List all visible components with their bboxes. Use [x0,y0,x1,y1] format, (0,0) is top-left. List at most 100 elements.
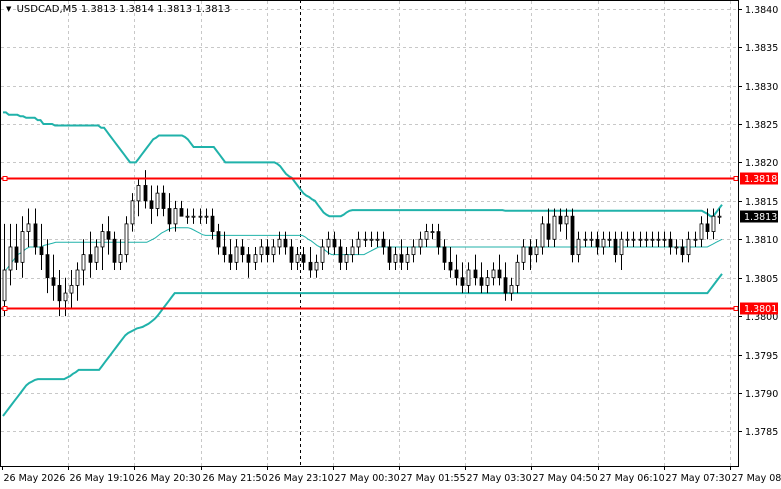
candle-body-bearish [167,208,172,225]
candle [375,231,380,247]
candle [222,231,227,263]
candle [69,270,74,309]
time-axis[interactable]: 26 May 2026 26 May 19:10 26 May 20:30 26 Ma… [2,466,781,484]
symbol-timeframe: USDCAD,M5 [16,4,78,15]
candle [45,239,50,294]
x-tick-label: 27 May 00:30 [335,473,400,484]
x-tick-label: 26 May 20:30 [136,473,201,484]
candle-body-bearish [14,246,19,263]
candle-body-bullish [650,238,655,241]
candle-body-bullish [674,246,679,249]
candle [173,200,178,232]
candle-body-bullish [583,238,588,241]
triangle-down-icon[interactable]: ▼ [6,5,12,13]
candle [161,185,166,217]
candle-body-bearish [240,246,245,256]
candle [503,262,508,301]
candle-body-bullish [430,231,435,233]
current-price-label: 1.3813 [744,212,777,223]
candle-body-bullish [601,238,606,248]
y-tick-label: 1.3820 [745,158,778,169]
candle-body-bullish [424,231,429,240]
candle-body-bullish [69,284,74,294]
candle [118,239,123,271]
candle [430,223,435,240]
candle [485,270,490,294]
candle-body-bearish [338,246,343,263]
price-badges: 1.3818 1.3801 1.3813 [740,172,778,315]
candle-body-bullish [173,208,178,225]
candle-body-bullish [63,292,68,302]
candle-body-bearish [503,277,508,294]
candle [595,231,600,255]
candle [601,231,606,255]
candle-body-bullish [375,238,380,241]
candle [686,231,691,263]
candle [528,239,533,271]
x-tick-label: 27 May 04:50 [533,473,598,484]
candle [51,254,56,301]
candle-body-bullish [118,254,123,263]
candle-body-bullish [564,215,569,225]
candle [143,170,148,209]
level-anchor-left[interactable] [2,176,8,181]
candle [454,254,459,286]
candle-body-bullish [540,223,545,248]
candle-body-bullish [576,238,581,256]
candle [693,231,698,247]
level-anchor-right[interactable] [733,176,739,181]
y-tick-label: 1.3835 [745,43,778,54]
candle-body-bearish [216,231,221,248]
candle [167,193,172,232]
price-axis[interactable]: 1.38401.38351.38301.38251.38201.38151.38… [738,5,778,438]
x-tick-label: 27 May 03:30 [467,473,532,484]
candle-body-bullish [363,238,368,241]
candle [546,208,551,247]
candle-body-bearish [613,238,618,256]
candle [100,223,105,271]
candle [63,277,68,317]
candle-body-bearish [460,277,465,286]
candle [130,193,135,232]
candle-body-bearish [265,246,270,256]
candle [234,239,239,271]
x-tick-label: 26 May 2026 [4,473,66,484]
candle [155,185,160,217]
candle-body-bullish [631,238,636,241]
candle [308,246,313,278]
candle-body-bullish [326,238,331,248]
candle-body-bullish [8,246,13,271]
candle [33,208,38,255]
level-anchor-right[interactable] [733,306,739,311]
candle [88,231,93,278]
candle [350,239,355,263]
candle [576,231,581,263]
candle [509,277,514,301]
candle-body-bearish [668,238,673,248]
candle [680,239,685,263]
candle [2,223,7,317]
candle-body-bullish [656,238,661,241]
y-tick-label: 1.3815 [745,197,778,208]
level-anchor-left[interactable] [2,306,8,311]
candle [479,262,484,294]
candle [497,254,502,286]
y-tick-label: 1.3795 [745,351,778,362]
candle [338,239,343,271]
candle [448,246,453,278]
candle [717,208,722,224]
current-price-badge [740,210,778,223]
candle [460,262,465,294]
candle-body-bearish [570,215,575,256]
candle [8,223,13,286]
candle-body-bullish [589,238,594,241]
candle-body-bearish [246,254,251,263]
y-tick-label: 1.3800 [745,312,778,323]
candle-body-bullish [155,192,160,209]
candlesticks [2,170,722,317]
candle-body-bullish [204,215,209,218]
candle [424,223,429,247]
candle [228,239,233,271]
